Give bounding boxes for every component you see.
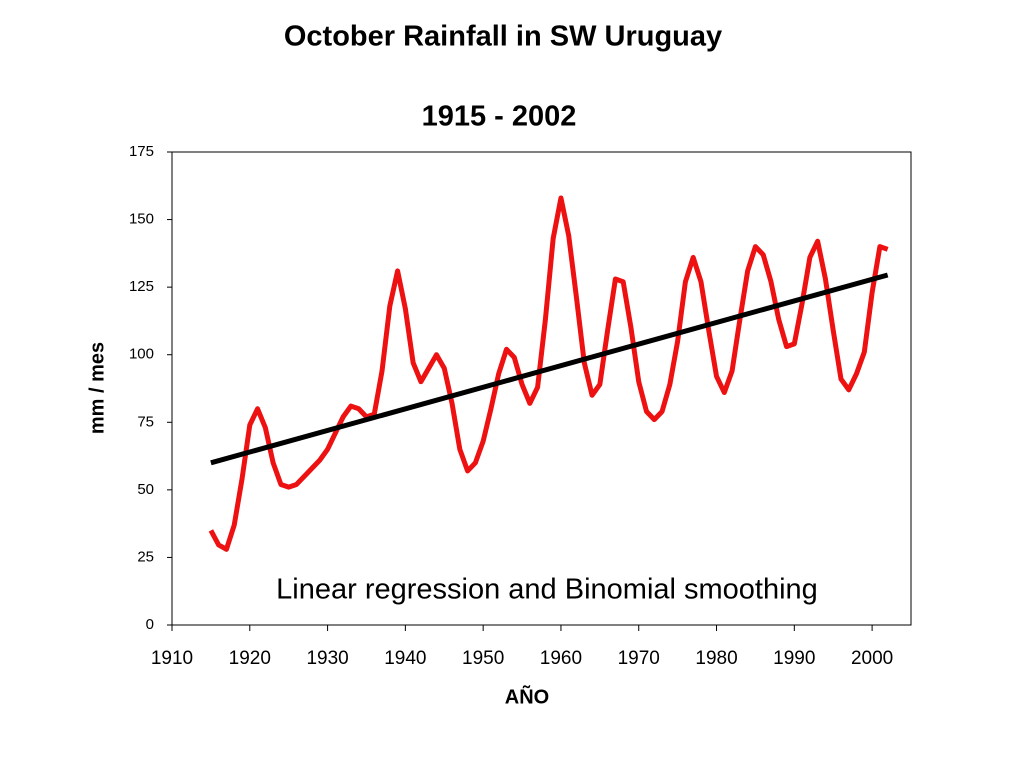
x-tick-label: 2000 bbox=[851, 648, 893, 669]
y-tick-label: 150 bbox=[129, 211, 154, 228]
y-tick-label: 175 bbox=[129, 143, 154, 160]
series-line bbox=[210, 272, 889, 466]
chart-subtitle: 1915 - 2002 bbox=[422, 101, 577, 133]
y-tick-label: 0 bbox=[146, 616, 154, 633]
y-tick-label: 75 bbox=[137, 413, 154, 430]
chart-title: October Rainfall in SW Uruguay bbox=[284, 21, 722, 53]
x-tick-label: 1950 bbox=[462, 648, 504, 669]
y-axis-label: mm / mes bbox=[86, 342, 108, 434]
y-tick-label: 50 bbox=[137, 481, 154, 498]
x-tick-label: 1970 bbox=[618, 648, 660, 669]
x-tick-label: 1980 bbox=[695, 648, 737, 669]
annotation: Linear regression and Binomial smoothing bbox=[276, 574, 818, 606]
x-tick-label: 1930 bbox=[306, 648, 348, 669]
plot-frame bbox=[171, 151, 912, 626]
x-tick-label: 1940 bbox=[384, 648, 426, 669]
y-tick-label: 100 bbox=[129, 346, 154, 363]
y-tick-label: 25 bbox=[137, 548, 154, 565]
series-line bbox=[208, 195, 889, 552]
y-tick-label: 125 bbox=[129, 278, 154, 295]
x-axis-label: AÑO bbox=[505, 685, 549, 708]
x-tick-label: 1910 bbox=[151, 648, 193, 669]
x-tick-label: 1920 bbox=[229, 648, 271, 669]
x-tick-label: 1990 bbox=[773, 648, 815, 669]
x-tick-label: 1960 bbox=[540, 648, 582, 669]
